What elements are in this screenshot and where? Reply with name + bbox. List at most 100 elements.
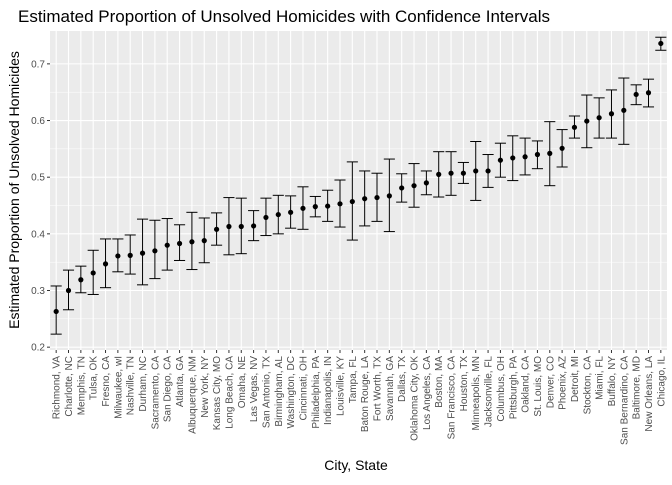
- data-point-group: [346, 161, 358, 241]
- data-point-group: [507, 135, 519, 182]
- data-point: [658, 40, 664, 47]
- data-point-group: [519, 137, 531, 176]
- x-tick-label: Denver, CO: [545, 356, 556, 408]
- data-point: [139, 250, 146, 256]
- data-point: [263, 214, 269, 221]
- data-point: [213, 226, 220, 232]
- x-tick-label: Detroit, MI: [570, 356, 581, 402]
- x-tick-label: Oklahoma City, OK: [410, 356, 421, 441]
- x-tick-label: Buffalo, NY: [607, 356, 618, 407]
- data-point-group: [593, 97, 605, 139]
- data-point: [534, 151, 541, 158]
- x-tick-label: Chicago, IL: [656, 356, 667, 407]
- data-point: [448, 170, 454, 176]
- data-point-group: [433, 151, 445, 198]
- x-tick-label: Miami, FL: [595, 356, 606, 400]
- data-point: [571, 124, 578, 130]
- data-point: [411, 183, 417, 189]
- chart-title: Estimated Proportion of Unsolved Homicid…: [18, 7, 550, 26]
- y-axis-label: Estimated Proportion of Unsolved Homicid…: [6, 51, 22, 329]
- data-point: [559, 145, 565, 151]
- data-point-group: [605, 89, 618, 139]
- x-tick-label: Philadelphia, PA: [311, 356, 322, 429]
- data-point: [386, 193, 392, 199]
- data-point-group: [630, 84, 642, 106]
- x-tick-label: Tampa, FL: [348, 356, 359, 404]
- data-point-group: [482, 154, 494, 188]
- data-point-group: [136, 218, 149, 286]
- x-tick-label: Charlotte, NC: [64, 356, 75, 417]
- x-tick-label: St. Louis, MO: [533, 356, 544, 417]
- data-point: [189, 239, 195, 245]
- data-point-group: [396, 173, 408, 203]
- data-point-group: [618, 77, 630, 145]
- plot-panel: [50, 31, 667, 350]
- x-tick-label: Fort Worth, TX: [373, 356, 384, 422]
- data-point: [522, 154, 528, 160]
- x-tick-label: Dallas, TX: [397, 356, 408, 402]
- data-point-group: [161, 218, 173, 271]
- data-point: [53, 308, 59, 315]
- y-axis: 0.2 0.3 0.4 0.5 0.6 0.7: [31, 59, 50, 354]
- data-point: [226, 223, 232, 230]
- x-tick-label: San Francisco, CA: [447, 356, 458, 440]
- x-tick-label: Louisville, KY: [335, 356, 346, 416]
- x-tick-label: Omaha, NE: [237, 356, 248, 409]
- data-point-group: [235, 197, 247, 255]
- x-tick-label: Baton Rouge, LA: [360, 356, 371, 432]
- x-tick-label: Indianapolis, IN: [323, 356, 334, 425]
- x-tick-label: Los Angeles, CA: [422, 356, 433, 430]
- x-tick-label: San Antonio, TX: [261, 356, 272, 428]
- data-point: [485, 168, 491, 174]
- data-point: [645, 90, 652, 96]
- data-point-group: [309, 195, 321, 218]
- x-tick-label: Washington, DC: [286, 356, 297, 428]
- data-point-group: [87, 249, 99, 295]
- data-point-group: [383, 158, 395, 233]
- data-point: [102, 261, 109, 267]
- y-tick-label: 0.7: [31, 59, 45, 70]
- data-point-group: [470, 140, 482, 201]
- data-point-group: [544, 121, 556, 187]
- x-tick-label: Houston, TX: [459, 356, 470, 412]
- data-point: [90, 270, 96, 276]
- data-point: [497, 157, 504, 163]
- x-tick-label: Stockton, CA: [582, 356, 593, 415]
- data-point: [510, 155, 516, 161]
- x-tick-label: Albuquerque, NM: [187, 356, 198, 434]
- data-point: [78, 277, 84, 283]
- x-tick-label: Birmingham, AL: [274, 356, 285, 427]
- x-tick-label: Las Vegas, NV: [249, 356, 260, 422]
- x-tick-label: Long Beach, CA: [224, 356, 235, 429]
- x-tick-label: Sacramento, CA: [150, 356, 161, 430]
- data-point-group: [211, 212, 223, 246]
- data-point: [473, 168, 479, 174]
- data-point-group: [494, 142, 506, 178]
- x-tick-label: Nashville, TN: [126, 356, 137, 415]
- data-point: [608, 111, 615, 117]
- x-tick-label: Minneapolis, MN: [471, 356, 482, 430]
- data-point-group: [581, 94, 593, 149]
- data-point: [547, 150, 553, 156]
- x-tick-label: Savannah, GA: [385, 356, 396, 421]
- data-point: [176, 240, 183, 247]
- y-tick-label: 0.5: [31, 173, 45, 184]
- data-point: [325, 203, 331, 209]
- x-axis-label: City, State: [324, 457, 388, 473]
- data-point-group: [322, 189, 334, 222]
- x-tick-label: Fresno, CA: [101, 356, 112, 407]
- data-point: [423, 180, 429, 186]
- data-point: [275, 211, 281, 218]
- data-point-group: [642, 78, 655, 108]
- data-point-group: [248, 210, 260, 242]
- data-point: [201, 238, 207, 244]
- x-tick-label: Pittsburgh, PA: [508, 356, 519, 420]
- data-point: [436, 171, 442, 177]
- data-marks: [50, 36, 667, 335]
- x-tick-label: Tulsa, OK: [89, 356, 100, 400]
- y-tick-label: 0.3: [31, 286, 45, 297]
- x-tick-label: Phoenix, AZ: [558, 356, 569, 410]
- x-tick-label: San Diego, CA: [163, 356, 174, 422]
